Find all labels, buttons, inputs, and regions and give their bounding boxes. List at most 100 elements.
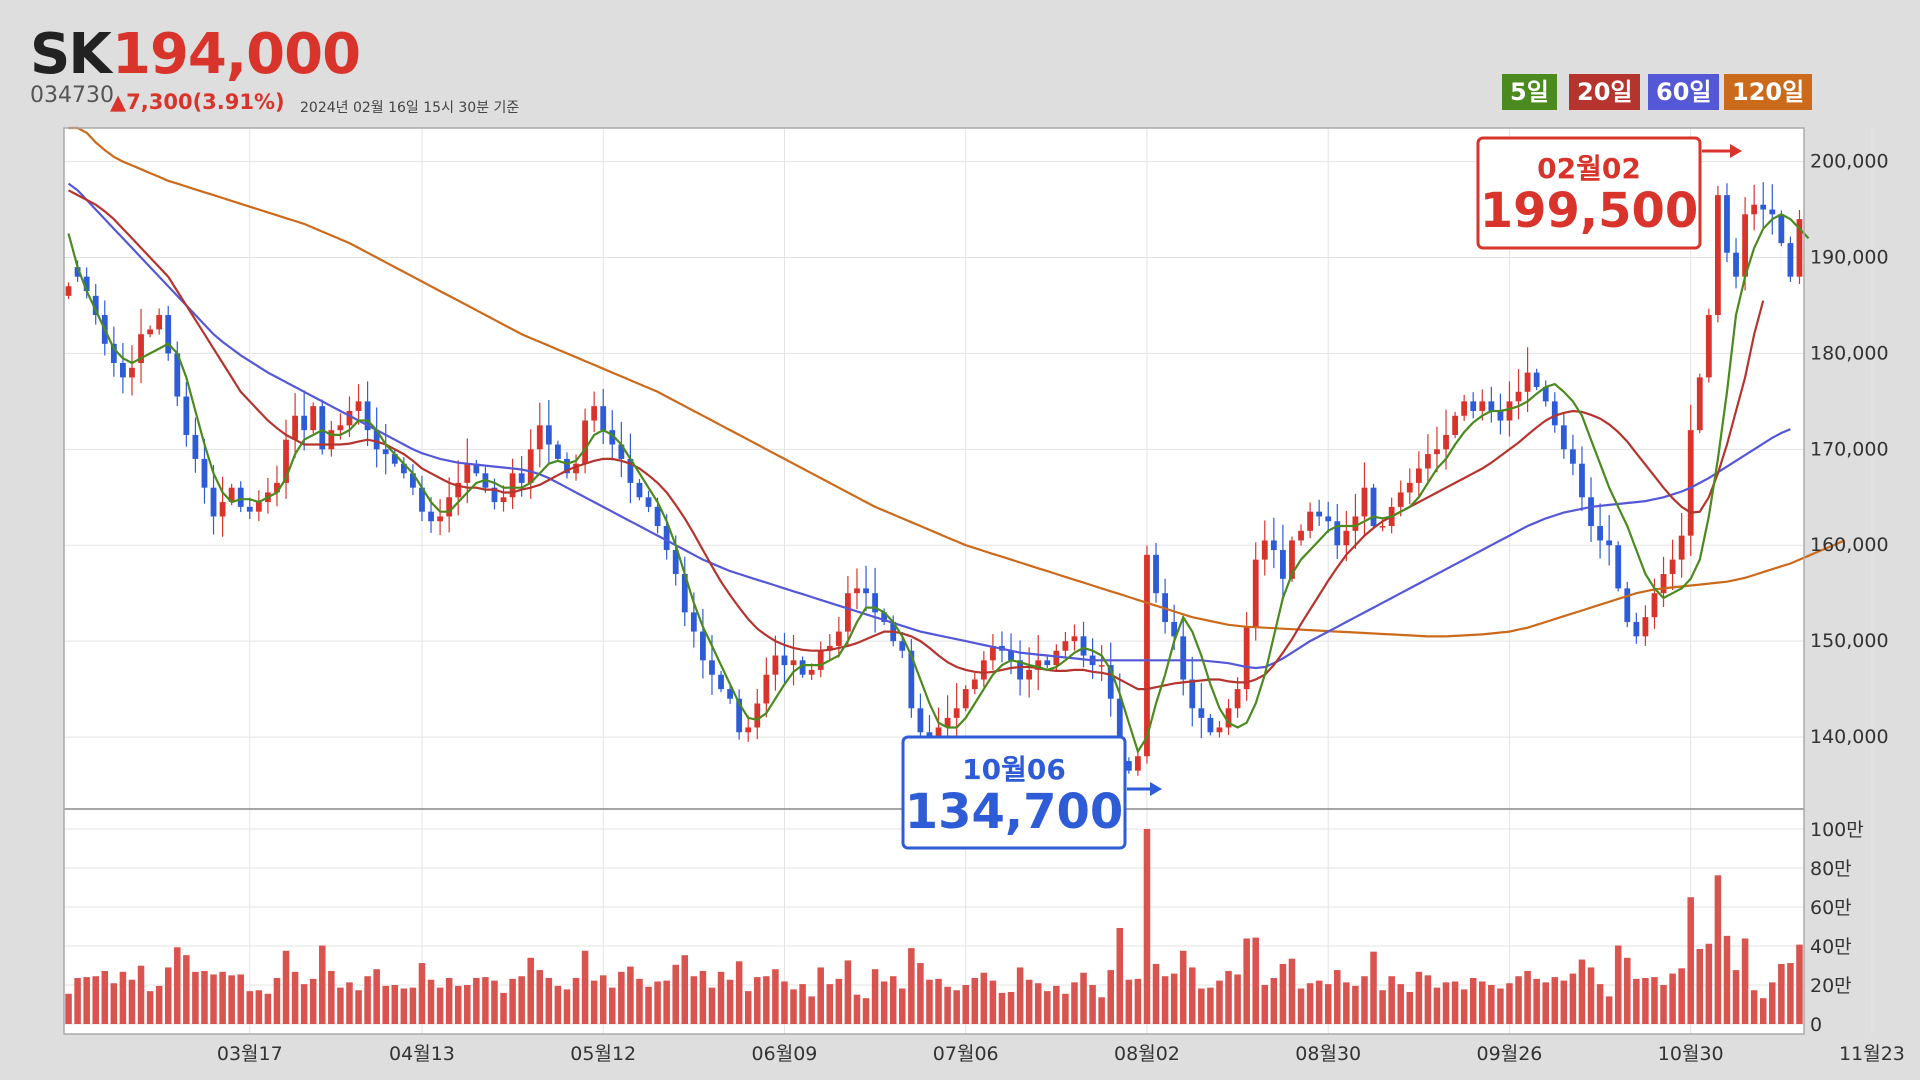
volume-bar xyxy=(536,970,544,1024)
candle-body xyxy=(1660,574,1667,594)
candle-body xyxy=(301,415,308,431)
volume-bar xyxy=(291,971,299,1024)
volume-bar xyxy=(1134,978,1142,1024)
candle-body xyxy=(690,612,697,632)
volume-bar xyxy=(545,977,553,1024)
candle-body xyxy=(464,463,471,483)
volume-bar xyxy=(889,976,897,1024)
volume-bar xyxy=(744,991,752,1024)
volume-bar xyxy=(1714,875,1722,1024)
candle-body xyxy=(1225,708,1232,728)
candle-body xyxy=(1107,665,1114,699)
candle-body xyxy=(1751,204,1758,215)
volume-bar xyxy=(917,963,924,1024)
volume-bar xyxy=(1007,992,1015,1024)
volume-bar xyxy=(871,969,879,1024)
volume-bar xyxy=(110,983,118,1024)
volume-bar xyxy=(300,984,308,1024)
candle-body xyxy=(1252,559,1259,627)
candle-body xyxy=(274,482,280,493)
candle-body xyxy=(428,511,434,522)
candle-body xyxy=(183,396,190,435)
volume-bar xyxy=(364,976,371,1024)
candle-body xyxy=(663,526,670,551)
volume-bar xyxy=(926,979,933,1024)
candle-body xyxy=(491,487,498,503)
candle-body xyxy=(1062,641,1069,651)
price-tick-label: 180,000 xyxy=(1810,342,1889,364)
candle-body xyxy=(1415,468,1422,483)
candle-body xyxy=(1588,497,1594,527)
volume-bar xyxy=(953,990,960,1024)
volume-bar xyxy=(618,971,625,1024)
price-tick-label: 140,000 xyxy=(1810,726,1889,748)
volume-bar xyxy=(1288,958,1296,1024)
candle-body xyxy=(845,593,851,632)
volume-bar xyxy=(174,947,181,1024)
volume-bar xyxy=(65,993,72,1024)
volume-bar xyxy=(201,970,208,1024)
candle-body xyxy=(1515,391,1522,402)
volume-bar xyxy=(708,987,716,1024)
volume-bar xyxy=(427,979,435,1024)
candle-body xyxy=(65,286,72,296)
candle-body xyxy=(201,458,208,488)
candle-body xyxy=(509,473,516,498)
volume-bar xyxy=(1741,938,1749,1024)
volume-bar xyxy=(1569,973,1577,1024)
candle-body xyxy=(355,401,362,411)
candle-body xyxy=(854,588,860,594)
low-arrow-icon xyxy=(1150,782,1162,796)
volume-bar xyxy=(1297,988,1305,1024)
volume-bar xyxy=(1252,937,1259,1024)
volume-bar xyxy=(609,987,616,1024)
volume-bar xyxy=(1170,973,1178,1024)
volume-bar xyxy=(1343,982,1350,1024)
volume-bar xyxy=(337,987,344,1024)
candle-body xyxy=(1289,540,1295,579)
volume-bar xyxy=(454,985,462,1024)
volume-bar xyxy=(1497,988,1504,1024)
candle-body xyxy=(1180,636,1187,680)
volume-bar xyxy=(473,977,480,1024)
volume-bar xyxy=(1044,991,1051,1024)
volume-bar xyxy=(880,981,888,1024)
volume-bar xyxy=(1596,984,1604,1024)
volume-bar xyxy=(781,981,788,1024)
candle-body xyxy=(500,497,507,503)
candle-body xyxy=(346,410,353,426)
candle-body xyxy=(1343,530,1350,546)
candle-body xyxy=(1678,535,1685,560)
volume-bar xyxy=(1732,970,1740,1024)
volume-bar xyxy=(699,970,707,1024)
ma120-line xyxy=(68,126,1846,638)
candle-body xyxy=(1470,401,1477,411)
volume-bar xyxy=(1125,979,1133,1024)
volume-bar xyxy=(980,972,988,1024)
volume-bar xyxy=(346,982,353,1024)
high-value: 199,500 xyxy=(1480,183,1699,239)
candle-body xyxy=(1406,482,1413,493)
candle-body xyxy=(962,689,969,709)
volume-tick-label: 40만 xyxy=(1810,936,1852,958)
candle-body xyxy=(455,482,462,498)
candle-body xyxy=(636,482,643,498)
volume-bar xyxy=(726,979,734,1024)
candle-body xyxy=(672,550,679,575)
candle-body xyxy=(835,631,842,646)
volume-bar xyxy=(409,987,417,1024)
volume-bar xyxy=(119,971,127,1024)
candle-body xyxy=(410,473,416,488)
candle-body xyxy=(74,267,81,277)
candle-body xyxy=(1425,454,1431,469)
candle-body xyxy=(573,463,579,474)
candle-body xyxy=(736,698,743,733)
volume-bar xyxy=(1388,976,1395,1024)
volume-bar xyxy=(962,985,969,1024)
candle-body xyxy=(255,502,262,512)
candle-body xyxy=(1207,717,1214,733)
date-tick-label: 09월26 xyxy=(1477,1043,1543,1065)
volume-bar xyxy=(1243,938,1250,1024)
volume-bar xyxy=(1433,987,1441,1024)
volume-bar xyxy=(1515,976,1522,1024)
